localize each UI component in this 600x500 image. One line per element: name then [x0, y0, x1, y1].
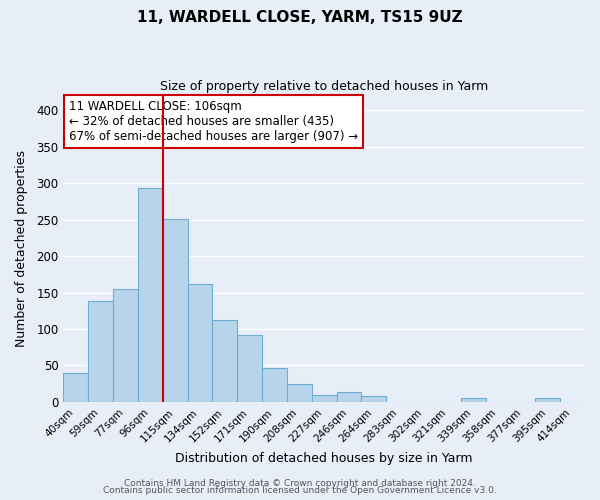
- Bar: [113, 289, 138, 402]
- Bar: [312, 394, 337, 402]
- Title: Size of property relative to detached houses in Yarm: Size of property relative to detached ho…: [160, 80, 488, 93]
- Bar: [88, 300, 113, 402]
- Bar: [461, 398, 485, 402]
- Bar: [212, 320, 237, 402]
- Text: Contains public sector information licensed under the Open Government Licence v3: Contains public sector information licen…: [103, 486, 497, 495]
- Bar: [262, 368, 287, 402]
- X-axis label: Distribution of detached houses by size in Yarm: Distribution of detached houses by size …: [175, 452, 473, 465]
- Text: 11 WARDELL CLOSE: 106sqm
← 32% of detached houses are smaller (435)
67% of semi-: 11 WARDELL CLOSE: 106sqm ← 32% of detach…: [68, 100, 358, 143]
- Text: 11, WARDELL CLOSE, YARM, TS15 9UZ: 11, WARDELL CLOSE, YARM, TS15 9UZ: [137, 10, 463, 25]
- Y-axis label: Number of detached properties: Number of detached properties: [15, 150, 28, 348]
- Text: Contains HM Land Registry data © Crown copyright and database right 2024.: Contains HM Land Registry data © Crown c…: [124, 478, 476, 488]
- Bar: [361, 396, 386, 402]
- Bar: [188, 284, 212, 402]
- Bar: [163, 219, 188, 402]
- Bar: [287, 384, 312, 402]
- Bar: [237, 335, 262, 402]
- Bar: [535, 398, 560, 402]
- Bar: [138, 188, 163, 402]
- Bar: [337, 392, 361, 402]
- Bar: [64, 373, 88, 402]
